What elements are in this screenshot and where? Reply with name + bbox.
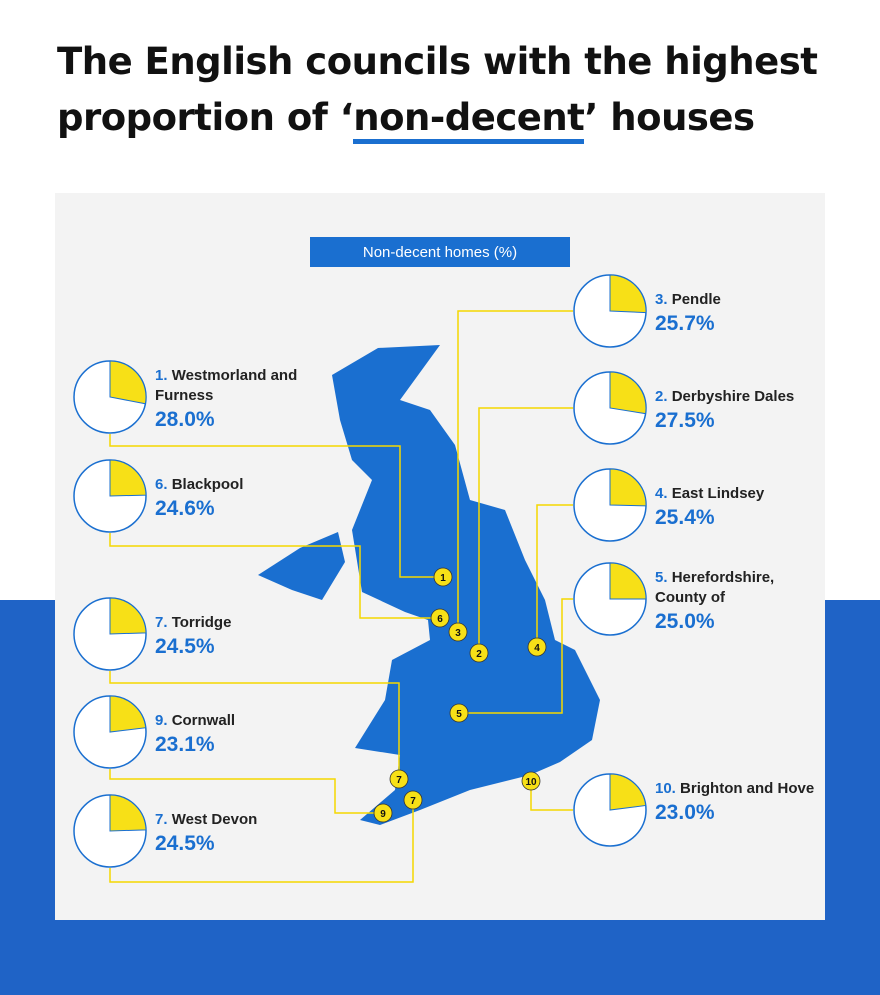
council-name-row: 10. Brighton and Hove (655, 779, 825, 799)
rank: 6. (155, 476, 168, 493)
value-label: 24.6% (155, 497, 215, 520)
council-name-row: 4. East Lindsey (655, 484, 825, 504)
rank: 5. (655, 569, 668, 586)
value-label: 28.0% (155, 408, 215, 431)
value-label: 25.0% (655, 610, 715, 633)
marker-label: 5 (456, 709, 462, 720)
connectors (109, 310, 573, 883)
map-marker (433, 567, 453, 587)
council-name: Torridge (171, 614, 232, 631)
rank: 3. (655, 291, 668, 308)
title-part: proportion of ‘ (57, 96, 354, 139)
pie-slice (109, 695, 147, 733)
council-name-row: 5. Herefordshire, County of (655, 568, 825, 608)
legend-box (310, 237, 570, 267)
council-name: East Lindsey (671, 485, 765, 502)
rank: 9. (155, 712, 168, 729)
value-label: 24.5% (155, 832, 215, 855)
map-marker (449, 703, 469, 723)
map-marker (469, 643, 489, 663)
council-label: 2. Derbyshire Dales 27.5% (655, 387, 825, 433)
rank: 4. (655, 485, 668, 502)
council-name-row: 7. West Devon (155, 810, 325, 830)
council-name: Cornwall (171, 712, 236, 729)
council-label: 6. Blackpool 24.6% (155, 475, 325, 521)
pie-slice (609, 371, 647, 415)
value-label: 27.5% (655, 409, 715, 432)
value-label: 25.4% (655, 506, 715, 529)
title-highlight: non-decent (353, 96, 585, 144)
marker-label: 7 (396, 775, 402, 786)
council-name: Pendle (671, 291, 721, 308)
council-name: Blackpool (171, 476, 244, 493)
pie-slice (609, 562, 647, 600)
rank: 10. (655, 780, 676, 797)
marker-label: 4 (534, 643, 540, 654)
map-marker (430, 608, 450, 628)
rank: 7. (155, 614, 168, 631)
pie-slice (609, 274, 647, 314)
value-label: 24.5% (155, 635, 215, 658)
council-label: 10. Brighton and Hove 23.0% (655, 779, 825, 825)
council-name-row: 3. Pendle (655, 290, 825, 310)
map-marker (389, 769, 409, 789)
council-label: 5. Herefordshire, County of 25.0% (655, 568, 825, 634)
council-name: Derbyshire Dales (671, 388, 795, 405)
marker-label: 9 (380, 809, 386, 820)
marker-label: 6 (437, 614, 443, 625)
pie-slice (109, 459, 147, 497)
title-part: ’ houses (584, 96, 755, 139)
rank: 1. (155, 367, 168, 384)
northern-ireland (258, 532, 345, 600)
pie-slice (609, 773, 647, 811)
map-marker (373, 803, 393, 823)
map-marker (403, 790, 423, 810)
council-name-row: 7. Torridge (155, 613, 325, 633)
marker-label: 2 (476, 649, 482, 660)
pie-slice (109, 597, 147, 635)
pie-slice (609, 468, 647, 507)
council-label: 1. Westmorland and Furness 28.0% (155, 366, 325, 432)
council-name-row: 2. Derbyshire Dales (655, 387, 825, 407)
council-label: 7. West Devon 24.5% (155, 810, 325, 856)
marker-label: 7 (410, 796, 416, 807)
map-marker (527, 637, 547, 657)
title-line: proportion of ‘non-decent’ houses (57, 96, 755, 144)
pie-slice (109, 794, 147, 832)
council-name-row: 9. Cornwall (155, 711, 325, 731)
map-marker (521, 771, 541, 791)
council-label: 3. Pendle 25.7% (655, 290, 825, 336)
council-name-row: 6. Blackpool (155, 475, 325, 495)
pie-slice (109, 360, 147, 405)
marker-label: 10 (525, 777, 537, 788)
council-label: 7. Torridge 24.5% (155, 613, 325, 659)
council-name: Brighton and Hove (680, 780, 815, 797)
value-label: 23.0% (655, 801, 715, 824)
legend-text: Non-decent homes (%) (363, 244, 517, 261)
value-label: 25.7% (655, 312, 715, 335)
council-name: Westmorland and Furness (155, 367, 298, 404)
map-marker (448, 622, 468, 642)
council-label: 4. East Lindsey 25.4% (655, 484, 825, 530)
rank: 7. (155, 811, 168, 828)
rank: 2. (655, 388, 668, 405)
marker-label: 1 (440, 573, 446, 584)
council-name: West Devon (171, 811, 258, 828)
title-line: The English councils with the highest (57, 40, 818, 83)
value-label: 23.1% (155, 733, 215, 756)
council-name-row: 1. Westmorland and Furness (155, 366, 325, 406)
council-label: 9. Cornwall 23.1% (155, 711, 325, 757)
council-name: Herefordshire, County of (655, 569, 775, 606)
marker-label: 3 (455, 628, 461, 639)
